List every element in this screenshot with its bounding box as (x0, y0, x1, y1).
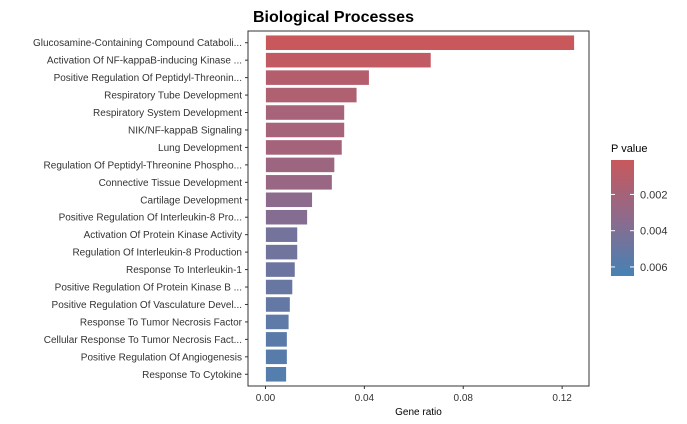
category-label: Positive Regulation Of Vasculature Devel… (52, 300, 242, 311)
category-label: NIK/NF-kappaB Signaling (128, 125, 242, 136)
category-label: Cartilage Development (140, 195, 242, 206)
bar (265, 34, 575, 51)
legend-tick-label: 0.002 (640, 189, 668, 201)
bar (265, 313, 290, 331)
legend-colorbar (611, 160, 634, 276)
category-label: Glucosamine-Containing Compound Cataboli… (33, 38, 242, 49)
x-tick-label: 0.08 (454, 393, 474, 404)
category-label: Response To Cytokine (142, 370, 242, 381)
bar (265, 226, 299, 243)
legend-tick-label: 0.004 (640, 226, 668, 238)
x-tick-label: 0.04 (355, 393, 375, 404)
category-label: Activation Of Protein Kinase Activity (84, 230, 242, 241)
bar (265, 69, 370, 86)
category-label: Response To Interleukin-1 (126, 265, 242, 276)
category-label: Positive Regulation Of Peptidyl-Threonin… (54, 73, 242, 84)
bar (265, 261, 296, 278)
legend: P value 0.002 0.004 0.006 (611, 143, 668, 276)
category-label: Regulation Of Peptidyl-Threonine Phospho… (44, 160, 242, 171)
category-label: Positive Regulation Of Interleukin-8 Pro… (59, 213, 242, 224)
category-label: Respiratory System Development (93, 108, 242, 119)
bar (265, 121, 346, 139)
bar (265, 86, 358, 104)
bars-layer (265, 34, 575, 383)
category-label: Positive Regulation Of Angiogenesis (81, 352, 242, 363)
bar (265, 278, 294, 296)
bar (265, 209, 308, 226)
bar (265, 104, 346, 121)
legend-title: P value (611, 143, 648, 155)
category-label: Connective Tissue Development (99, 178, 243, 189)
x-axis-title: Gene ratio (395, 407, 442, 418)
chart-title: Biological Processes (253, 9, 414, 26)
x-axis: 0.00 0.04 0.08 0.12 (256, 386, 572, 404)
x-tick-label: 0.00 (256, 393, 276, 404)
bar (265, 366, 287, 383)
bar (265, 52, 432, 69)
bar (265, 139, 343, 156)
category-labels: Glucosamine-Containing Compound Cataboli… (33, 38, 248, 381)
category-label: Positive Regulation Of Protein Kinase B … (55, 283, 242, 294)
category-label: Response To Tumor Necrosis Factor (80, 317, 243, 328)
bar (265, 331, 288, 348)
category-label: Lung Development (158, 143, 242, 154)
bar (265, 191, 313, 208)
bar (265, 244, 299, 261)
bar (265, 348, 288, 365)
category-label: Regulation Of Interleukin-8 Production (72, 248, 242, 259)
category-label: Respiratory Tube Development (104, 91, 242, 102)
bar (265, 156, 336, 173)
legend-tick-label: 0.006 (640, 262, 668, 274)
bar (265, 174, 333, 191)
category-label: Cellular Response To Tumor Necrosis Fact… (44, 335, 242, 346)
x-tick-label: 0.12 (552, 393, 572, 404)
category-label: Activation Of NF-kappaB-inducing Kinase … (47, 56, 242, 67)
plot-panel (247, 30, 590, 387)
bar (265, 296, 291, 313)
